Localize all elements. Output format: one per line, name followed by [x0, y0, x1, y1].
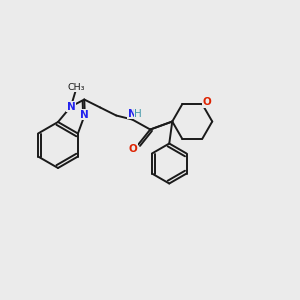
Text: CH₃: CH₃ — [68, 83, 85, 92]
Text: O: O — [203, 97, 212, 107]
Text: N: N — [67, 102, 75, 112]
Text: N: N — [80, 110, 89, 120]
Text: O: O — [129, 143, 138, 154]
Text: H: H — [134, 109, 142, 118]
Text: N: N — [128, 109, 136, 118]
